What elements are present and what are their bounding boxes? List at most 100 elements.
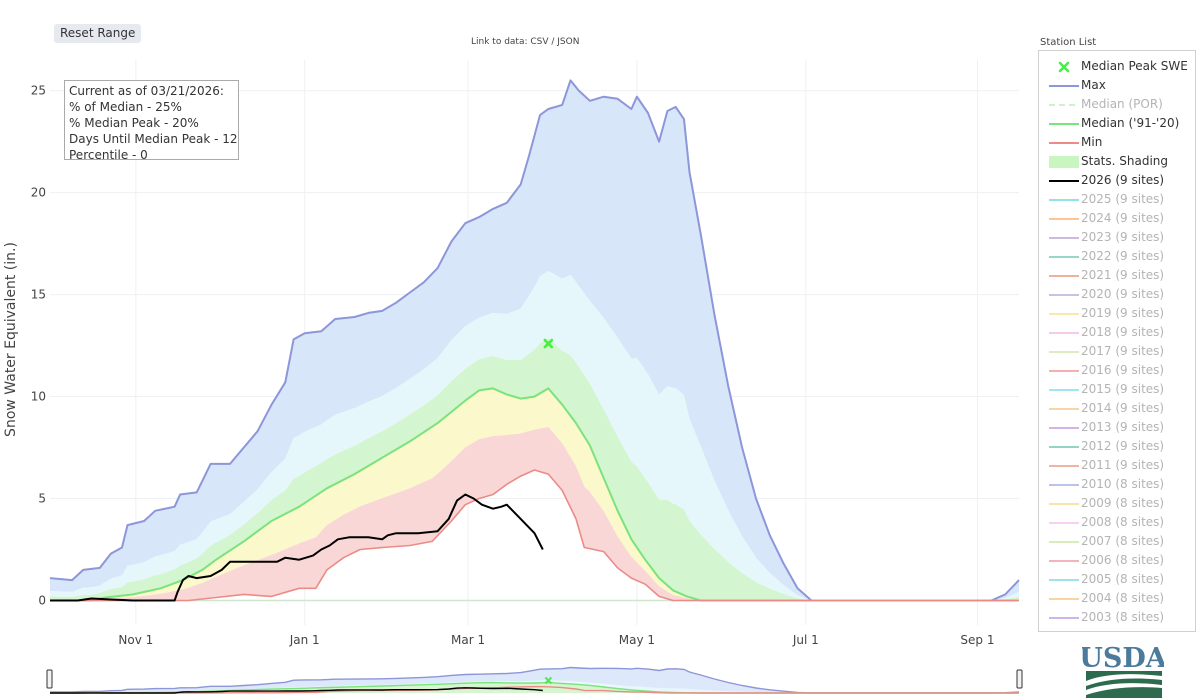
legend-item-2009-8-sites[interactable]: 2009 (8 sites) — [1039, 494, 1195, 513]
station-list-title: Station List — [1040, 37, 1097, 48]
series-line-min — [50, 469, 1019, 602]
usda-logo-text: USDA — [1082, 643, 1164, 674]
median-peak-x — [543, 338, 554, 349]
legend-item-2012-9-sites[interactable]: 2012 (9 sites) — [1039, 437, 1195, 456]
legend-symbol — [1049, 275, 1079, 277]
shading-layer — [50, 80, 1019, 601]
legend-item-stats-shading[interactable]: Stats. Shading — [1039, 152, 1195, 171]
band-30-to-min — [50, 426, 1019, 601]
x-tick-label: May 1 — [619, 633, 655, 647]
legend-item-2022-9-sites[interactable]: 2022 (9 sites) — [1039, 247, 1195, 266]
legend-item-2016-9-sites[interactable]: 2016 (9 sites) — [1039, 361, 1195, 380]
legend-symbol — [1049, 85, 1079, 87]
legend-item-2008-8-sites[interactable]: 2008 (8 sites) — [1039, 513, 1195, 532]
range-median-peak-marker — [544, 676, 553, 685]
x-tick-label: Mar 1 — [451, 633, 485, 647]
usda-logo: USDA — [1082, 643, 1164, 698]
legend-label: 2025 (9 sites) — [1081, 192, 1165, 206]
legend-item-2018-9-sites[interactable]: 2018 (9 sites) — [1039, 323, 1195, 342]
days-until-median-peak: Days Until Median Peak - 12 — [69, 132, 238, 146]
y-tick-label: 10 — [31, 390, 46, 404]
legend-symbol — [1049, 294, 1079, 296]
y-tick-label: 20 — [31, 186, 46, 200]
legend-item-2026-9-sites[interactable]: 2026 (9 sites) — [1039, 171, 1195, 190]
legend-label: Min — [1081, 135, 1103, 149]
data-link[interactable]: Link to data: CSV / JSON — [471, 37, 580, 47]
percentile: Percentile - 0 — [69, 148, 148, 162]
legend-symbol — [1049, 237, 1079, 239]
legend-item-2025-9-sites[interactable]: 2025 (9 sites) — [1039, 190, 1195, 209]
legend-symbol — [1049, 465, 1079, 467]
pct-of-median: % of Median - 25% — [69, 100, 182, 114]
legend-item-2020-9-sites[interactable]: 2020 (9 sites) — [1039, 285, 1195, 304]
legend-symbol — [1049, 503, 1079, 505]
legend-label: Stats. Shading — [1081, 154, 1169, 168]
legend-item-2023-9-sites[interactable]: 2023 (9 sites) — [1039, 228, 1195, 247]
range-handle-right[interactable] — [1016, 669, 1023, 689]
legend-item-2011-9-sites[interactable]: 2011 (9 sites) — [1039, 456, 1195, 475]
y-tick-label: 15 — [31, 288, 46, 302]
median-peak-marker — [543, 338, 554, 349]
legend-item-2013-9-sites[interactable]: 2013 (9 sites) — [1039, 418, 1195, 437]
legend-symbol — [1049, 598, 1079, 600]
y-tick-label: 0 — [38, 594, 46, 608]
current-status-box: Current as of 03/21/2026: % of Median - … — [64, 80, 239, 162]
legend-symbol — [1049, 427, 1079, 429]
range-line-max — [49, 666, 1020, 694]
legend-item-2021-9-sites[interactable]: 2021 (9 sites) — [1039, 266, 1195, 285]
band-70-to-50 — [50, 338, 1019, 601]
legend-item-2006-8-sites[interactable]: 2006 (8 sites) — [1039, 551, 1195, 570]
legend-item-2005-8-sites[interactable]: 2005 (8 sites) — [1039, 570, 1195, 589]
legend-item-2019-9-sites[interactable]: 2019 (9 sites) — [1039, 304, 1195, 323]
legend-symbol — [1049, 446, 1079, 448]
legend-label: 2022 (9 sites) — [1081, 249, 1165, 263]
legend-item-2015-9-sites[interactable]: 2015 (9 sites) — [1039, 380, 1195, 399]
legend-label: 2014 (9 sites) — [1081, 401, 1165, 415]
legend-item-max[interactable]: Max — [1039, 76, 1195, 95]
y-axis-title: Snow Water Equivalent (in.) — [3, 242, 19, 437]
x-tick-label: Sep 1 — [960, 633, 994, 647]
legend-item-2010-8-sites[interactable]: 2010 (8 sites) — [1039, 475, 1195, 494]
legend-symbol — [1049, 560, 1079, 562]
legend-label: 2011 (9 sites) — [1081, 458, 1165, 472]
series-line-max — [49, 79, 1020, 602]
y-tick-label: 25 — [31, 84, 46, 98]
legend: Median Peak SWE Max Median (POR) Median ('9… — [1038, 50, 1196, 632]
legend-label: 2019 (9 sites) — [1081, 306, 1165, 320]
legend-item-2003-8-sites[interactable]: 2003 (8 sites) — [1039, 608, 1195, 627]
legend-item-median-peak-swe[interactable]: Median Peak SWE — [1039, 57, 1195, 76]
legend-label: Median (POR) — [1081, 97, 1163, 111]
legend-symbol — [1058, 61, 1070, 73]
legend-label: 2005 (8 sites) — [1081, 572, 1165, 586]
x-tick-label: Jul 1 — [792, 633, 819, 647]
y-tick-label: 5 — [38, 492, 46, 506]
legend-symbol — [1049, 579, 1079, 581]
band-90-to-70 — [50, 271, 1019, 601]
legend-item-min[interactable]: Min — [1039, 133, 1195, 152]
legend-label: 2020 (9 sites) — [1081, 287, 1165, 301]
range-line-2026-9-sites — [50, 687, 543, 694]
legend-label: 2008 (8 sites) — [1081, 515, 1165, 529]
legend-item-2017-9-sites[interactable]: 2017 (9 sites) — [1039, 342, 1195, 361]
legend-label: Max — [1081, 78, 1106, 92]
current-as-of: Current as of 03/21/2026: — [69, 84, 224, 98]
legend-item-2024-9-sites[interactable]: 2024 (9 sites) — [1039, 209, 1195, 228]
range-handle-left[interactable] — [46, 669, 53, 689]
legend-symbol — [1049, 180, 1079, 182]
legend-symbol — [1049, 123, 1079, 125]
legend-label: Median Peak SWE — [1081, 59, 1188, 73]
legend-item-median-91-20[interactable]: Median ('91-'20) — [1039, 114, 1195, 133]
legend-label: 2003 (8 sites) — [1081, 610, 1165, 624]
legend-label: 2018 (9 sites) — [1081, 325, 1165, 339]
legend-item-2007-8-sites[interactable]: 2007 (8 sites) — [1039, 532, 1195, 551]
band-max-to-90 — [50, 80, 1019, 601]
reset-range-button[interactable]: Reset Range — [54, 24, 142, 43]
legend-label: 2006 (8 sites) — [1081, 553, 1165, 567]
legend-label: 2016 (9 sites) — [1081, 363, 1165, 377]
legend-symbol — [1049, 408, 1079, 410]
legend-item-median-por[interactable]: Median (POR) — [1039, 95, 1195, 114]
legend-item-2004-8-sites[interactable]: 2004 (8 sites) — [1039, 589, 1195, 608]
legend-symbol — [1049, 142, 1079, 144]
legend-item-2014-9-sites[interactable]: 2014 (9 sites) — [1039, 399, 1195, 418]
